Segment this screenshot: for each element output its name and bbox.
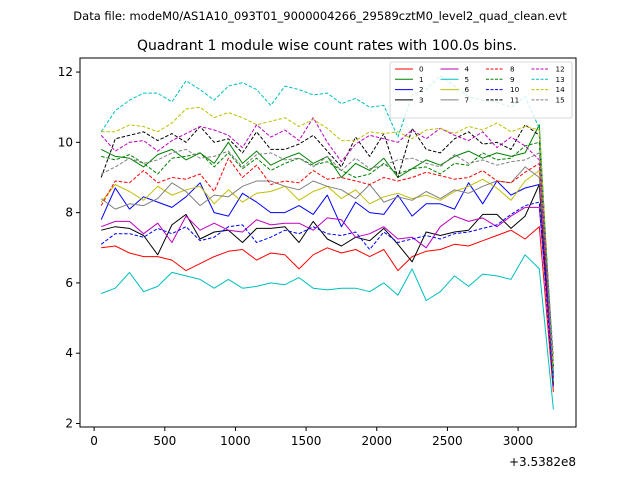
x-tick-label: 2500 [432, 434, 463, 448]
x-tick-label: 0 [90, 434, 98, 448]
legend-label-14: 14 [556, 85, 566, 94]
plot-frame [79, 57, 577, 428]
series-line-10 [100, 201, 554, 389]
series-line-5 [101, 254, 554, 410]
figure-suptitle: Data file: modeM0/AS1A10_093T01_90000042… [73, 9, 567, 23]
x-tick-label: 1500 [291, 434, 322, 448]
series-line-11 [100, 124, 554, 368]
series-line-13 [100, 75, 554, 382]
series-line-0 [101, 226, 554, 392]
series-line-1 [100, 124, 554, 382]
series-line-6 [100, 170, 554, 371]
legend-label-11: 11 [510, 96, 519, 105]
series-line-8 [100, 157, 554, 378]
series-line-14 [101, 106, 554, 368]
legend-label-6: 6 [465, 85, 470, 94]
legend-label-3: 3 [419, 96, 424, 105]
series-line-12 [100, 117, 554, 378]
x-tick-label: 1000 [220, 434, 251, 448]
legend-label-1: 1 [419, 75, 424, 84]
y-tick-label: 4 [65, 346, 73, 360]
series-line-3 [101, 184, 554, 385]
legend-box [389, 61, 573, 119]
legend-label-13: 13 [556, 75, 565, 84]
x-tick-label: 500 [153, 434, 176, 448]
legend-label-5: 5 [465, 75, 470, 84]
series-line-2 [100, 180, 554, 375]
legend-label-10: 10 [510, 85, 520, 94]
y-tick-label: 10 [58, 135, 73, 149]
x-tick-label: 3000 [503, 434, 534, 448]
series-line-15 [100, 148, 554, 357]
legend-label-12: 12 [556, 65, 565, 74]
y-tick-label: 6 [65, 276, 73, 290]
y-tick-label: 2 [65, 416, 73, 430]
legend-label-7: 7 [465, 96, 470, 105]
legend-label-0: 0 [419, 65, 424, 74]
legend-label-9: 9 [510, 75, 515, 84]
y-tick-label: 12 [58, 65, 73, 79]
x-tick-label: 2000 [361, 434, 392, 448]
legend-label-8: 8 [510, 65, 515, 74]
x-offset-label: +3.5382e8 [509, 455, 576, 469]
series-line-9 [101, 141, 554, 375]
legend-label-4: 4 [465, 65, 470, 74]
series-line-4 [101, 206, 554, 378]
series-lines [100, 75, 554, 410]
series-line-7 [100, 166, 554, 368]
chart-title: Quadrant 1 module wise count rates with … [137, 38, 517, 54]
legend-label-15: 15 [556, 96, 565, 105]
legend-label-2: 2 [419, 85, 424, 94]
y-tick-label: 8 [65, 206, 73, 220]
